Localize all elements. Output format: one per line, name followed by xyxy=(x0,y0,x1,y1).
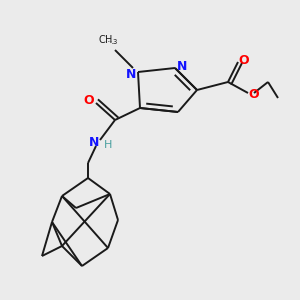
Text: N: N xyxy=(177,61,187,74)
Text: N: N xyxy=(126,68,136,80)
Text: H: H xyxy=(104,140,112,150)
Text: CH$_3$: CH$_3$ xyxy=(98,33,118,47)
Text: O: O xyxy=(239,53,249,67)
Text: O: O xyxy=(249,88,259,101)
Text: N: N xyxy=(89,136,99,148)
Text: methyl: methyl xyxy=(108,41,113,42)
Text: methyl: methyl xyxy=(112,42,116,44)
Text: O: O xyxy=(84,94,94,107)
